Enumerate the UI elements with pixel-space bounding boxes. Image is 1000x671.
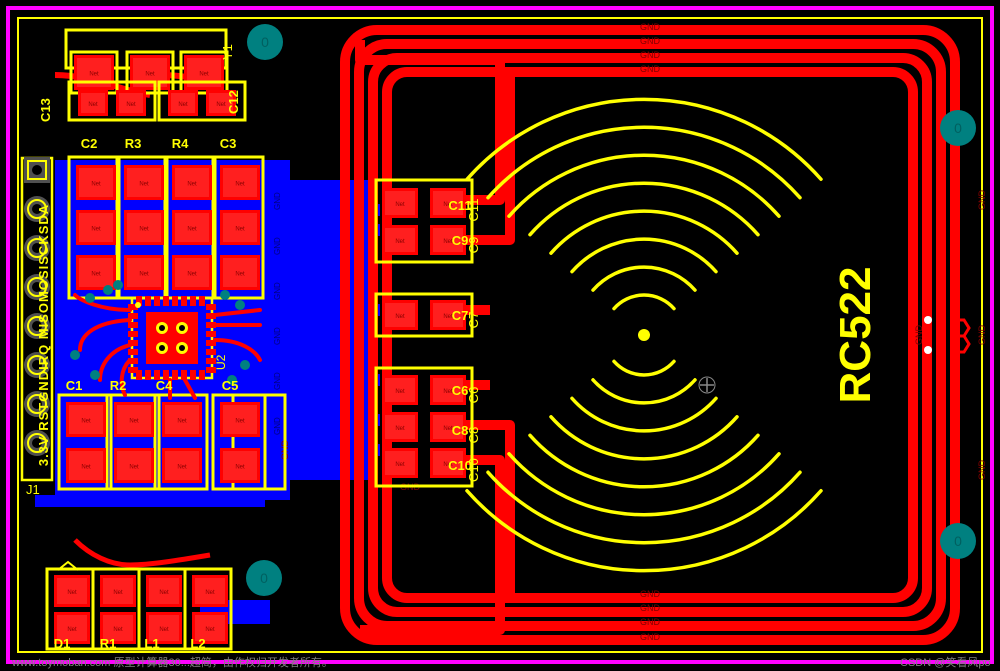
svg-text:Net: Net: [187, 272, 197, 278]
svg-text:GND: GND: [273, 327, 282, 345]
svg-text:GND: GND: [273, 282, 282, 300]
svg-text:Net: Net: [205, 627, 215, 633]
svg-text:Net: Net: [395, 202, 405, 208]
svg-text:Net: Net: [159, 590, 169, 596]
svg-text:Net: Net: [178, 102, 188, 108]
svg-text:Net: Net: [113, 590, 123, 596]
svg-text:D1: D1: [54, 636, 71, 651]
svg-text:Net: Net: [88, 102, 98, 108]
via-dot: [924, 346, 932, 354]
svg-text:Net: Net: [67, 627, 77, 633]
svg-text:Net: Net: [187, 182, 197, 188]
svg-text:GND: GND: [640, 632, 661, 642]
svg-text:Net: Net: [139, 272, 149, 278]
pcb-board-layout: GND GND GND GND GND GND GND GND GND GND GND GND GND G…: [0, 0, 1000, 671]
svg-text:C3: C3: [220, 136, 237, 151]
svg-text:C7: C7: [452, 308, 469, 323]
svg-text:U2: U2: [214, 354, 228, 370]
svg-text:0: 0: [260, 570, 268, 586]
svg-text:GND: GND: [640, 617, 661, 627]
svg-text:Net: Net: [235, 182, 245, 188]
svg-text:C5: C5: [222, 378, 239, 393]
svg-text:Net: Net: [205, 590, 215, 596]
svg-text:C11: C11: [448, 198, 471, 213]
svg-text:R4: R4: [172, 136, 189, 151]
footer-watermark: www.toymoban.com 原型计算器30...超简，由作权归开发者所有。: [11, 655, 333, 669]
svg-text:GND: GND: [273, 237, 282, 255]
svg-text:Net: Net: [395, 239, 405, 245]
svg-text:GND: GND: [640, 603, 661, 613]
svg-text:0: 0: [261, 34, 269, 50]
svg-text:GND: GND: [914, 325, 924, 346]
svg-text:C10: C10: [448, 458, 472, 473]
svg-text:Net: Net: [91, 182, 101, 188]
svg-text:Net: Net: [216, 102, 226, 108]
svg-text:Net: Net: [395, 389, 405, 395]
svg-text:Net: Net: [187, 227, 197, 233]
svg-text:Net: Net: [159, 627, 169, 633]
svg-text:Net: Net: [235, 272, 245, 278]
svg-text:C1: C1: [66, 378, 83, 393]
svg-text:GND: GND: [273, 192, 282, 210]
svg-text:GND: GND: [977, 460, 987, 481]
svg-text:Net: Net: [235, 227, 245, 233]
svg-text:C8: C8: [452, 423, 469, 438]
svg-text:Net: Net: [395, 462, 405, 468]
header-pin-labels: 3.3V RSTGNDIRQ MISOMOSISCKSDA: [36, 204, 51, 466]
svg-text:L2: L2: [190, 636, 205, 651]
svg-text:Net: Net: [199, 72, 209, 78]
svg-text:Net: Net: [139, 227, 149, 233]
svg-text:GND: GND: [273, 417, 282, 435]
footer-credit: CSDN @笑看风po: [900, 655, 991, 669]
svg-text:R1: R1: [100, 636, 117, 651]
svg-text:GND: GND: [640, 36, 661, 46]
svg-text:C13: C13: [38, 98, 53, 122]
svg-text:Net: Net: [145, 72, 155, 78]
main-label: RC522: [831, 267, 880, 404]
svg-text:GND: GND: [640, 50, 661, 60]
mounting-via: 0: [940, 523, 976, 559]
mounting-via: 0: [940, 110, 976, 146]
svg-text:L1: L1: [144, 636, 159, 651]
via-dot: [924, 316, 932, 324]
j1-label: J1: [26, 482, 40, 497]
svg-text:GND: GND: [977, 325, 987, 346]
svg-text:Net: Net: [395, 314, 405, 320]
svg-text:Net: Net: [129, 465, 139, 471]
svg-text:Net: Net: [129, 419, 139, 425]
svg-text:0: 0: [954, 533, 962, 549]
svg-text:Net: Net: [81, 465, 91, 471]
mounting-via: 0: [247, 24, 283, 60]
svg-text:R3: R3: [125, 136, 142, 151]
svg-text:R2: R2: [110, 378, 127, 393]
svg-text:Net: Net: [177, 465, 187, 471]
svg-text:Net: Net: [67, 590, 77, 596]
svg-text:0: 0: [954, 120, 962, 136]
svg-text:C12: C12: [226, 90, 241, 114]
svg-text:GND: GND: [640, 64, 661, 74]
svg-text:Net: Net: [139, 182, 149, 188]
svg-text:C4: C4: [156, 378, 173, 393]
component-group-top: Net Net Net Net Net Net Net Net Net Net Net Net: [69, 157, 263, 298]
svg-text:C9: C9: [452, 233, 469, 248]
svg-text:Net: Net: [89, 72, 99, 78]
svg-text:C6: C6: [452, 383, 469, 398]
svg-text:Net: Net: [126, 102, 136, 108]
svg-text:Net: Net: [395, 426, 405, 432]
svg-text:GND: GND: [977, 190, 987, 211]
svg-text:GND: GND: [640, 22, 661, 32]
svg-text:Net: Net: [235, 465, 245, 471]
svg-text:Y1: Y1: [220, 44, 235, 60]
svg-text:Net: Net: [81, 419, 91, 425]
svg-text:Net: Net: [113, 627, 123, 633]
svg-text:GND: GND: [273, 372, 282, 390]
svg-text:Net: Net: [235, 419, 245, 425]
svg-text:GND: GND: [640, 589, 661, 599]
svg-text:C2: C2: [81, 136, 98, 151]
svg-text:Net: Net: [177, 419, 187, 425]
svg-text:Net: Net: [91, 272, 101, 278]
mounting-via: 0: [246, 560, 282, 596]
svg-text:Net: Net: [91, 227, 101, 233]
